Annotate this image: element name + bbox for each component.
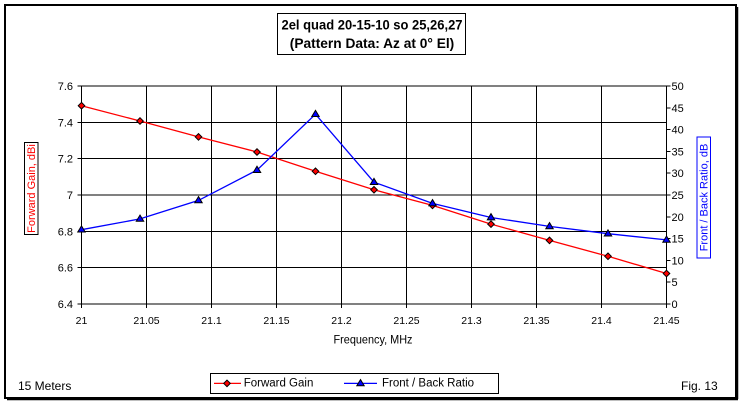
- svg-text:2el quad 20-15-10 so 25,26,27: 2el quad 20-15-10 so 25,26,27: [282, 17, 463, 33]
- svg-text:5: 5: [672, 277, 678, 289]
- svg-text:21.1: 21.1: [201, 315, 222, 327]
- svg-text:21.15: 21.15: [263, 315, 289, 327]
- svg-text:6.4: 6.4: [58, 299, 73, 311]
- svg-text:6.8: 6.8: [58, 226, 73, 238]
- svg-text:Forward Gain, dBi: Forward Gain, dBi: [26, 144, 38, 233]
- svg-text:Frequency, MHz: Frequency, MHz: [334, 333, 413, 347]
- svg-text:(Pattern Data: Az at 0° El): (Pattern Data: Az at 0° El): [290, 35, 455, 51]
- svg-text:7.2: 7.2: [58, 154, 73, 166]
- svg-text:Fig. 13: Fig. 13: [681, 379, 718, 393]
- svg-text:6.6: 6.6: [58, 263, 73, 275]
- svg-text:21.05: 21.05: [133, 315, 159, 327]
- svg-text:50: 50: [672, 81, 684, 93]
- svg-text:0: 0: [672, 299, 678, 311]
- svg-text:30: 30: [672, 168, 684, 180]
- svg-text:35: 35: [672, 146, 684, 158]
- svg-text:15 Meters: 15 Meters: [18, 379, 71, 393]
- svg-text:15: 15: [672, 234, 684, 246]
- svg-text:21.25: 21.25: [393, 315, 419, 327]
- svg-text:7: 7: [67, 190, 73, 202]
- svg-text:21.3: 21.3: [461, 315, 482, 327]
- svg-text:21.45: 21.45: [653, 315, 679, 327]
- svg-text:40: 40: [672, 125, 684, 137]
- svg-text:7.6: 7.6: [58, 81, 73, 93]
- svg-text:Forward Gain: Forward Gain: [244, 377, 314, 389]
- svg-text:7.4: 7.4: [58, 117, 73, 129]
- svg-text:45: 45: [672, 103, 684, 115]
- svg-text:21.2: 21.2: [331, 315, 352, 327]
- svg-text:20: 20: [672, 212, 684, 224]
- svg-text:21: 21: [76, 315, 88, 327]
- svg-text:Front / Back Ratio, dB: Front / Back Ratio, dB: [699, 144, 711, 252]
- svg-text:10: 10: [672, 255, 684, 267]
- svg-text:21.4: 21.4: [591, 315, 612, 327]
- svg-text:25: 25: [672, 190, 684, 202]
- svg-text:21.35: 21.35: [523, 315, 549, 327]
- svg-text:Front / Back Ratio: Front / Back Ratio: [382, 377, 474, 389]
